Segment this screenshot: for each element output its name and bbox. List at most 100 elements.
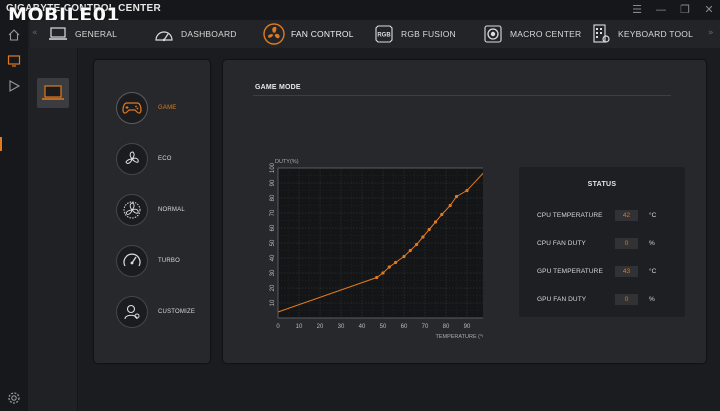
y-tick-label: 70 (270, 209, 276, 216)
mode-customize[interactable]: CUSTOMIZE (116, 294, 210, 330)
section-title: GAME MODE (255, 84, 301, 91)
svg-text:RGB: RGB (377, 33, 391, 39)
menu-icon[interactable]: ☰ (632, 2, 642, 16)
tab-rgb-fusion[interactable]: RGB RGB FUSION (373, 20, 456, 48)
fan-curve-point (427, 227, 431, 232)
minimize-button[interactable]: — (655, 2, 667, 16)
fan-curve-point (381, 271, 385, 275)
fan-curve-point (387, 265, 391, 269)
x-axis-label: TEMPERATURE (°C) (435, 334, 483, 340)
normal-fan-icon (116, 194, 148, 226)
fan-curve-point (454, 194, 459, 199)
x-tick-label: 0 (276, 324, 280, 330)
status-unit: °C (649, 268, 657, 275)
y-tick-label: 80 (270, 194, 276, 201)
y-tick-label: 40 (270, 254, 276, 261)
laptop-device-icon (42, 85, 64, 100)
status-unit: % (649, 296, 655, 303)
fan-curve-line (277, 172, 483, 313)
mode-normal[interactable]: NORMAL (116, 192, 210, 228)
x-tick-label: 90 (464, 324, 471, 330)
y-tick-label: 60 (270, 224, 276, 231)
mode-label: TURBO (158, 258, 180, 264)
monitor-icon[interactable] (5, 52, 23, 70)
x-tick-label: 70 (422, 324, 429, 330)
main-area: GAME ECO NORMAL TURBO (79, 48, 720, 411)
status-row-gpu-temperature: GPU TEMPERATURE 43 °C (537, 266, 677, 278)
y-tick-label: 10 (270, 299, 276, 306)
y-tick-label: 30 (270, 269, 276, 276)
x-tick-label: 10 (296, 324, 303, 330)
x-tick-label: 20 (317, 324, 324, 330)
device-column (28, 48, 78, 411)
x-tick-label: 60 (401, 324, 408, 330)
mode-label: CUSTOMIZE (158, 309, 196, 315)
mode-label: NORMAL (158, 207, 185, 213)
tab-fan-control[interactable]: FAN CONTROL (263, 20, 354, 48)
tab-dashboard[interactable]: DASHBOARD (153, 20, 237, 48)
status-value: 42 (615, 210, 638, 221)
fan-curve-point (408, 248, 412, 253)
window-controls: ☰ — ❐ ✕ (630, 2, 716, 16)
fan-curve-point (465, 188, 469, 193)
x-tick-label: 40 (359, 324, 366, 330)
close-button[interactable]: ✕ (704, 2, 714, 16)
fan-curve-point (433, 220, 438, 224)
tab-bar: « GENERAL DASHBOARD FAN CONTROL RGB RGB … (30, 20, 720, 48)
mode-turbo[interactable]: TURBO (116, 243, 210, 279)
status-label: CPU TEMPERATURE (537, 212, 603, 219)
status-row-cpu-fan-duty: CPU FAN DUTY 0 % (537, 238, 677, 250)
y-tick-label: 100 (270, 162, 276, 173)
tab-scroll-left-icon[interactable]: « (32, 28, 38, 38)
tab-macro-center[interactable]: MACRO CENTER (482, 20, 581, 48)
status-label: GPU TEMPERATURE (537, 268, 603, 275)
turbo-gauge-icon (116, 245, 148, 277)
tab-scroll-right-icon[interactable]: » (708, 28, 714, 38)
status-title: STATUS (587, 181, 617, 188)
status-value: 0 (615, 238, 638, 249)
tab-label: KEYBOARD TOOL (618, 29, 694, 39)
tab-keyboard-tool[interactable]: KEYBOARD TOOL (590, 20, 693, 48)
x-tick-label: 80 (443, 324, 450, 330)
rgb-icon: RGB (373, 23, 395, 45)
fan-curve-point (421, 235, 425, 239)
maximize-button[interactable]: ❐ (680, 2, 690, 16)
tab-general[interactable]: GENERAL (47, 20, 117, 48)
macro-icon (482, 23, 504, 45)
fan-curve-chart[interactable]: 0 10 20 30 40 50 60 70 80 90 100 10 20 30 40 50 60 70 80 90… (243, 150, 483, 355)
device-laptop-button[interactable] (37, 78, 69, 108)
laptop-icon (47, 23, 69, 45)
home-icon[interactable] (5, 26, 23, 44)
y-tick-label: 90 (270, 179, 276, 186)
tab-label: FAN CONTROL (291, 29, 354, 39)
fan-curve-point (394, 260, 398, 265)
title-bar: GIGABYTE CONTROL CENTER MOBILE01 ☰ — ❐ ✕ (0, 0, 720, 26)
customize-user-icon (116, 296, 148, 328)
tab-label: MACRO CENTER (510, 29, 582, 39)
fan-curve-point (415, 242, 419, 247)
fan-curve-point (448, 203, 452, 208)
play-icon[interactable] (5, 77, 23, 95)
fan-curve-point (375, 275, 379, 280)
status-value: 0 (615, 294, 638, 305)
status-row-gpu-fan-duty: GPU FAN DUTY 0 % (537, 294, 677, 306)
tab-label: RGB FUSION (401, 29, 456, 39)
status-row-cpu-temperature: CPU TEMPERATURE 42 °C (537, 210, 677, 222)
x-tick-label: 50 (380, 324, 387, 330)
mode-label: GAME (158, 105, 177, 111)
y-tick-label: 50 (270, 239, 276, 246)
mode-label: ECO (158, 156, 172, 162)
keyboard-tool-icon (590, 23, 612, 45)
fan-curve-point (402, 254, 406, 259)
status-panel: STATUS CPU TEMPERATURE 42 °C CPU FAN DUT… (519, 167, 685, 317)
app-title: GIGABYTE CONTROL CENTER (6, 3, 162, 14)
settings-icon[interactable] (5, 389, 23, 407)
mode-eco[interactable]: ECO (116, 141, 210, 177)
gauge-icon (153, 23, 175, 45)
left-rail (0, 20, 28, 411)
tab-label: DASHBOARD (181, 29, 237, 39)
x-tick-label: 30 (338, 324, 345, 330)
mode-game[interactable]: GAME (116, 90, 210, 126)
section-divider (253, 95, 671, 96)
